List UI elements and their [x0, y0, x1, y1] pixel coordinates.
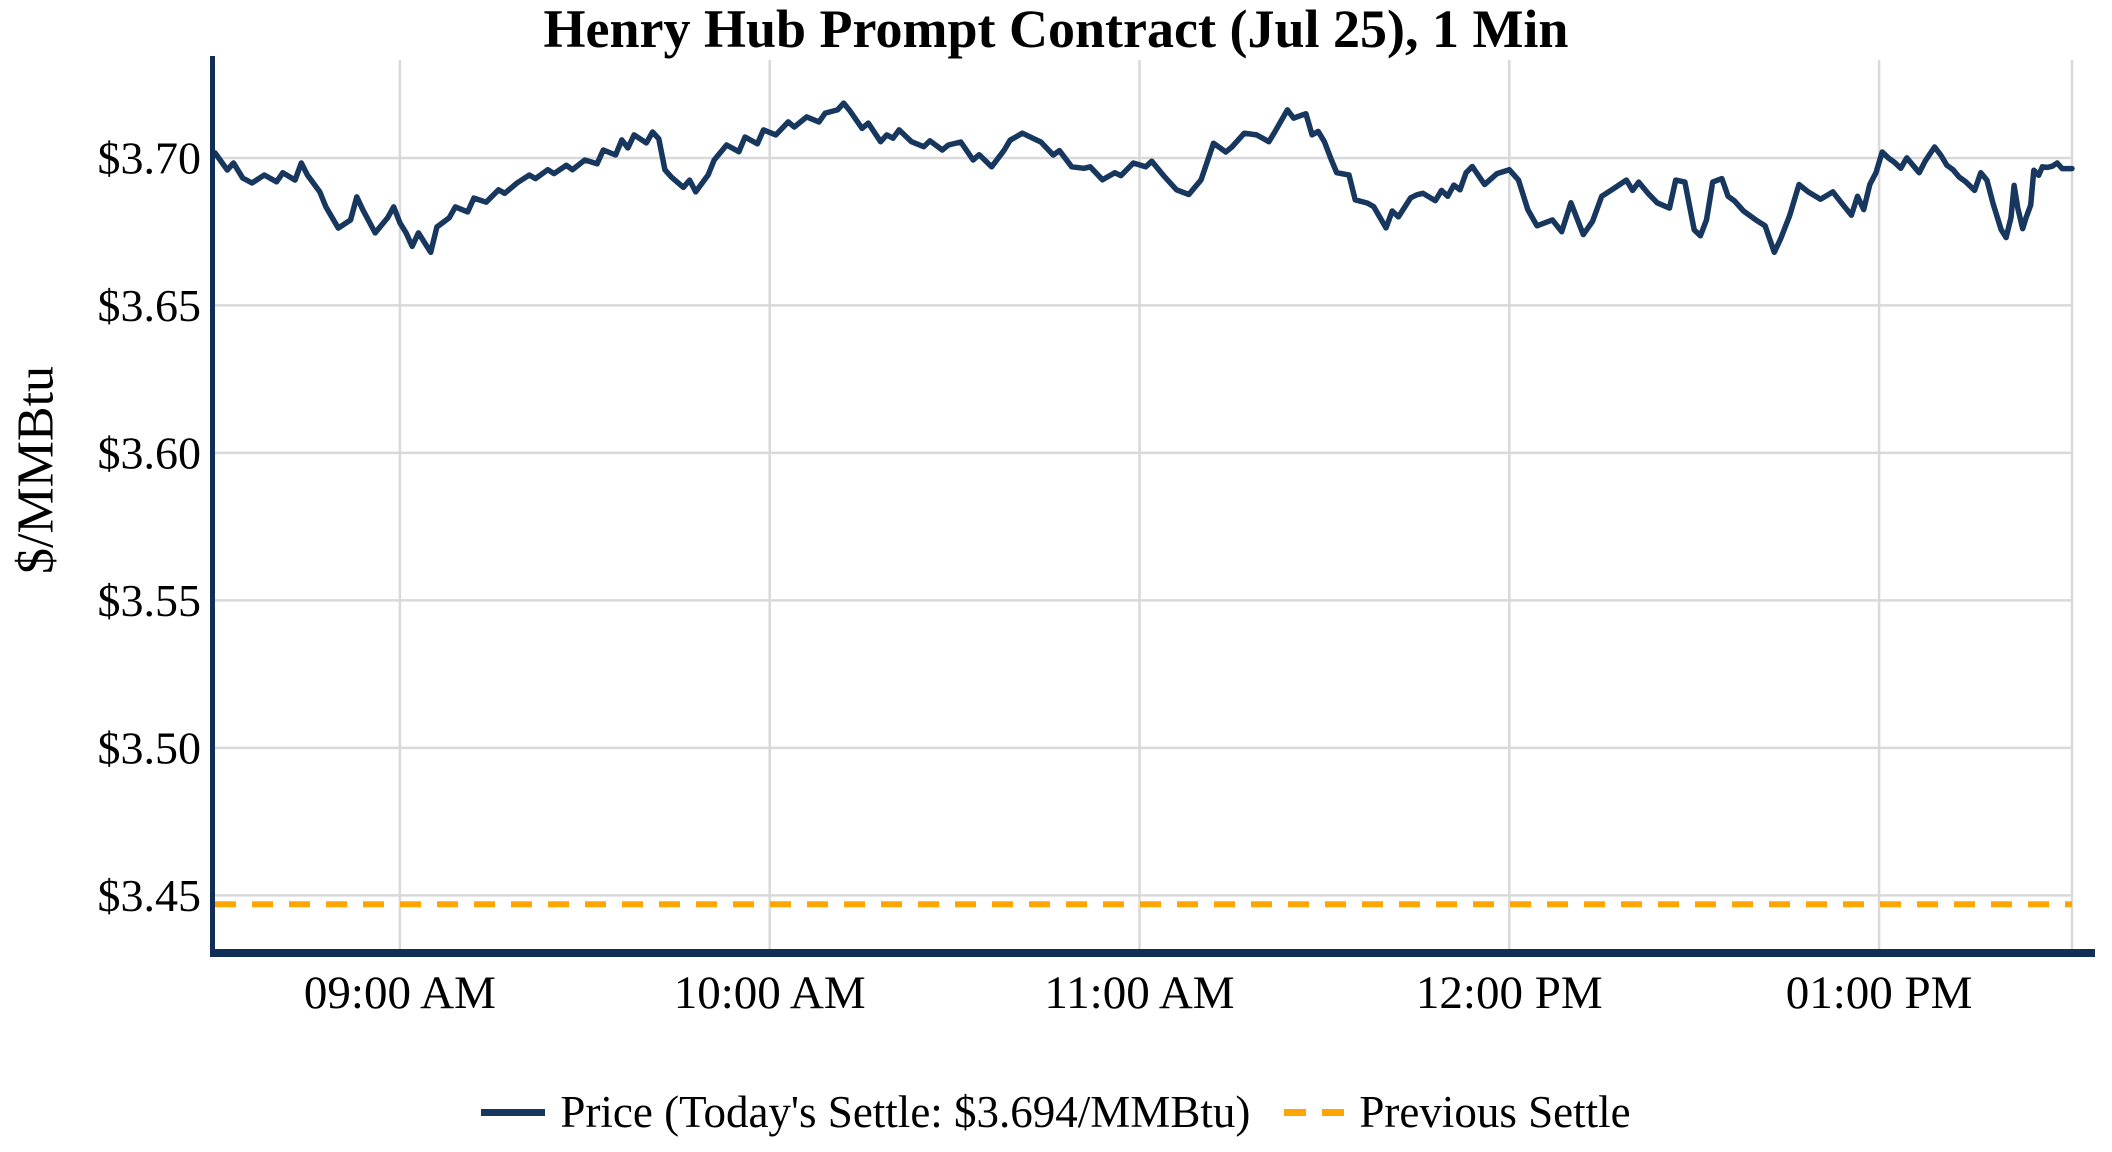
y-tick-label: $3.55: [98, 575, 202, 626]
legend: Price (Today's Settle: $3.694/MMBtu) Pre…: [0, 1086, 2112, 1138]
legend-item-price: Price (Today's Settle: $3.694/MMBtu): [481, 1086, 1250, 1138]
legend-previous-settle-label: Previous Settle: [1359, 1087, 1631, 1137]
chart-title: Henry Hub Prompt Contract (Jul 25), 1 Mi…: [543, 0, 1569, 59]
price-line-swatch-icon: [481, 1108, 546, 1116]
y-tick-label: $3.65: [98, 280, 202, 331]
x-tick-label: 09:00 AM: [304, 967, 496, 1019]
x-tick-label: 10:00 AM: [674, 967, 866, 1019]
x-axis-spine: [210, 949, 2095, 957]
legend-price-label: Price (Today's Settle: $3.694/MMBtu): [560, 1087, 1251, 1137]
legend-item-previous-settle: Previous Settle: [1284, 1086, 1631, 1138]
y-tick-label: $3.50: [98, 722, 202, 773]
x-tick-label: 12:00 PM: [1416, 967, 1603, 1019]
price-line: [212, 100, 2075, 256]
y-tick-label: $3.45: [98, 870, 202, 921]
y-tick-label: $3.60: [98, 427, 202, 478]
x-tick-label: 11:00 AM: [1044, 967, 1234, 1019]
x-tick-label: 01:00 PM: [1786, 967, 1973, 1019]
dashed-line-swatch-icon: [1284, 1108, 1345, 1116]
y-axis-spine: [210, 56, 215, 954]
y-tick-label: $3.70: [98, 132, 202, 183]
